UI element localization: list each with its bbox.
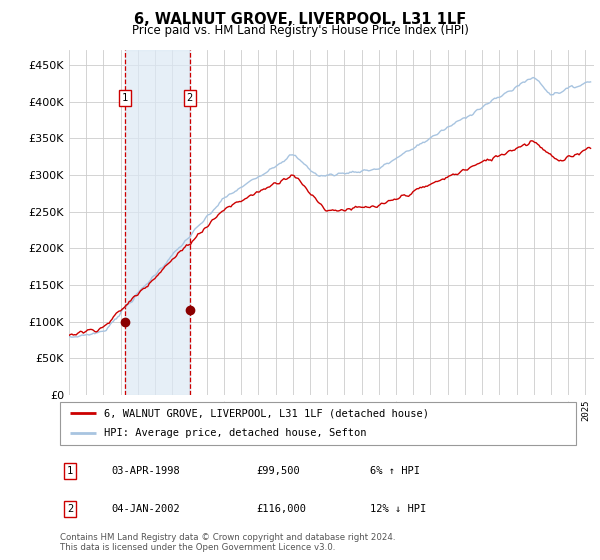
Text: Price paid vs. HM Land Registry's House Price Index (HPI): Price paid vs. HM Land Registry's House … (131, 24, 469, 37)
Text: 6, WALNUT GROVE, LIVERPOOL, L31 1LF (detached house): 6, WALNUT GROVE, LIVERPOOL, L31 1LF (det… (104, 408, 429, 418)
Bar (125, 50, 190, 395)
Text: 1: 1 (67, 466, 73, 476)
Text: 6% ↑ HPI: 6% ↑ HPI (370, 466, 419, 476)
Text: 03-APR-1998: 03-APR-1998 (112, 466, 181, 476)
Text: Contains HM Land Registry data © Crown copyright and database right 2024.: Contains HM Land Registry data © Crown c… (60, 533, 395, 542)
Text: £116,000: £116,000 (256, 504, 306, 514)
FancyBboxPatch shape (60, 402, 576, 445)
Text: 6, WALNUT GROVE, LIVERPOOL, L31 1LF: 6, WALNUT GROVE, LIVERPOOL, L31 1LF (134, 12, 466, 27)
Text: 12% ↓ HPI: 12% ↓ HPI (370, 504, 426, 514)
Text: 2: 2 (67, 504, 73, 514)
Text: £99,500: £99,500 (256, 466, 300, 476)
Text: 2: 2 (187, 93, 193, 103)
Text: HPI: Average price, detached house, Sefton: HPI: Average price, detached house, Seft… (104, 428, 367, 438)
Text: 1: 1 (122, 93, 128, 103)
Text: This data is licensed under the Open Government Licence v3.0.: This data is licensed under the Open Gov… (60, 543, 335, 552)
Text: 04-JAN-2002: 04-JAN-2002 (112, 504, 181, 514)
